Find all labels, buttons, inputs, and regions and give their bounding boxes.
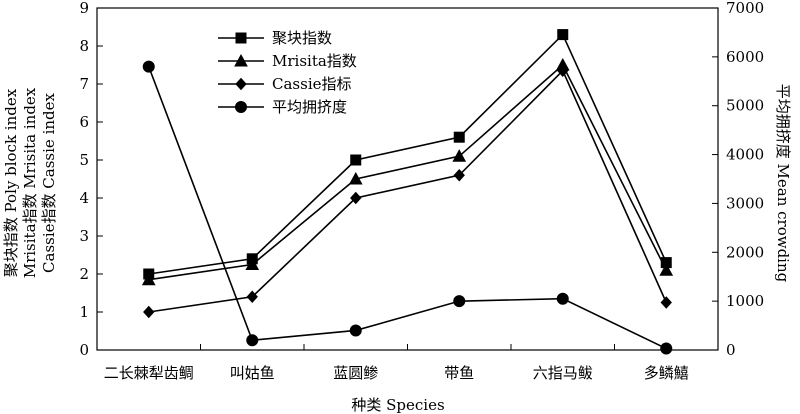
left-tick-label: 0 — [79, 341, 89, 359]
left-axis-title-line: Cassie指数 Cassie index — [40, 93, 58, 273]
left-axis-title: 聚块指数 Poly block index Mrisita指数 Mrisita i… — [2, 87, 58, 278]
series-square — [143, 29, 672, 280]
right-axis-title: 平均拥挤度 Mean crowding — [774, 84, 792, 283]
data-point — [660, 342, 673, 355]
data-point — [453, 131, 465, 143]
left-axis-title-line: 聚块指数 Poly block index — [2, 88, 20, 277]
left-tick-label: 5 — [79, 151, 89, 169]
data-point — [246, 334, 259, 347]
left-tick-label: 9 — [79, 0, 89, 17]
right-axis: 0 1000 2000 3000 4000 5000 6000 7000 — [712, 0, 764, 359]
data-point — [350, 191, 362, 205]
x-axis: 二长棘犁齿鲷 叫姑鱼 蓝圆鲹 带鱼 六指马鲅 多鳞鱚 — [104, 344, 689, 382]
data-point — [557, 64, 569, 77]
left-axis-title-line: Mrisita指数 Mrisita index — [21, 87, 39, 278]
series-triangle — [141, 57, 674, 286]
series-line — [148, 69, 667, 313]
x-tick-label: 带鱼 — [444, 364, 474, 382]
data-point — [453, 168, 465, 182]
x-tick-label: 二长棘犁齿鲷 — [104, 364, 194, 382]
series-line — [148, 66, 667, 350]
right-tick-label: 7000 — [726, 0, 764, 17]
left-tick-label: 8 — [79, 37, 89, 55]
right-tick-label: 5000 — [726, 97, 764, 115]
series-line — [148, 63, 667, 281]
legend-label: Cassie指标 — [272, 75, 352, 93]
left-tick-label: 3 — [79, 227, 89, 245]
data-point — [659, 263, 674, 276]
legend-item: 平均拥挤度 — [218, 98, 347, 116]
series-line — [148, 33, 667, 275]
right-tick-label: 6000 — [726, 48, 764, 66]
x-tick-label: 多鳞鱚 — [644, 364, 689, 382]
legend-marker — [235, 101, 247, 113]
right-tick-label: 3000 — [726, 194, 764, 212]
data-point — [143, 305, 155, 319]
data-point — [246, 290, 258, 304]
plot-frame — [96, 7, 719, 351]
left-tick-label: 4 — [79, 189, 89, 207]
plot-border — [96, 7, 719, 351]
x-tick-label: 蓝圆鲹 — [333, 364, 378, 382]
x-tick-label: 六指马鲅 — [533, 364, 593, 382]
data-point — [349, 324, 362, 337]
left-tick-label: 2 — [79, 265, 89, 283]
right-tick-label: 0 — [726, 341, 736, 359]
data-point — [350, 154, 362, 166]
legend-marker — [235, 32, 247, 44]
series-layer — [141, 29, 674, 355]
left-tick-label: 6 — [79, 113, 89, 131]
data-point — [141, 272, 156, 286]
series-circle — [142, 60, 673, 355]
data-point — [452, 149, 467, 162]
legend-label: 聚块指数 — [272, 29, 332, 47]
series-diamond — [143, 64, 672, 319]
right-tick-label: 1000 — [726, 292, 764, 310]
legend-marker — [234, 53, 248, 67]
data-point — [453, 295, 466, 308]
x-axis-title: 种类 Species — [351, 396, 444, 414]
data-point — [348, 171, 363, 185]
left-axis: 0 1 2 3 4 5 6 7 8 9 — [79, 0, 103, 359]
legend-item: 聚块指数 — [218, 29, 332, 47]
data-point — [556, 292, 569, 305]
x-tick-label: 叫姑鱼 — [230, 364, 275, 382]
left-tick-label: 1 — [79, 303, 89, 321]
legend-item: Mrisita指数 — [218, 52, 357, 70]
left-tick-label: 7 — [79, 75, 89, 93]
legend-label: Mrisita指数 — [272, 52, 357, 70]
data-point — [142, 60, 155, 73]
legend-item: Cassie指标 — [218, 75, 352, 93]
legend-label: 平均拥挤度 — [272, 98, 347, 116]
legend-marker — [235, 77, 247, 91]
data-point — [660, 296, 672, 309]
data-point — [557, 29, 569, 41]
right-tick-label: 2000 — [726, 243, 764, 261]
data-point — [245, 257, 260, 270]
right-tick-label: 4000 — [726, 146, 764, 164]
